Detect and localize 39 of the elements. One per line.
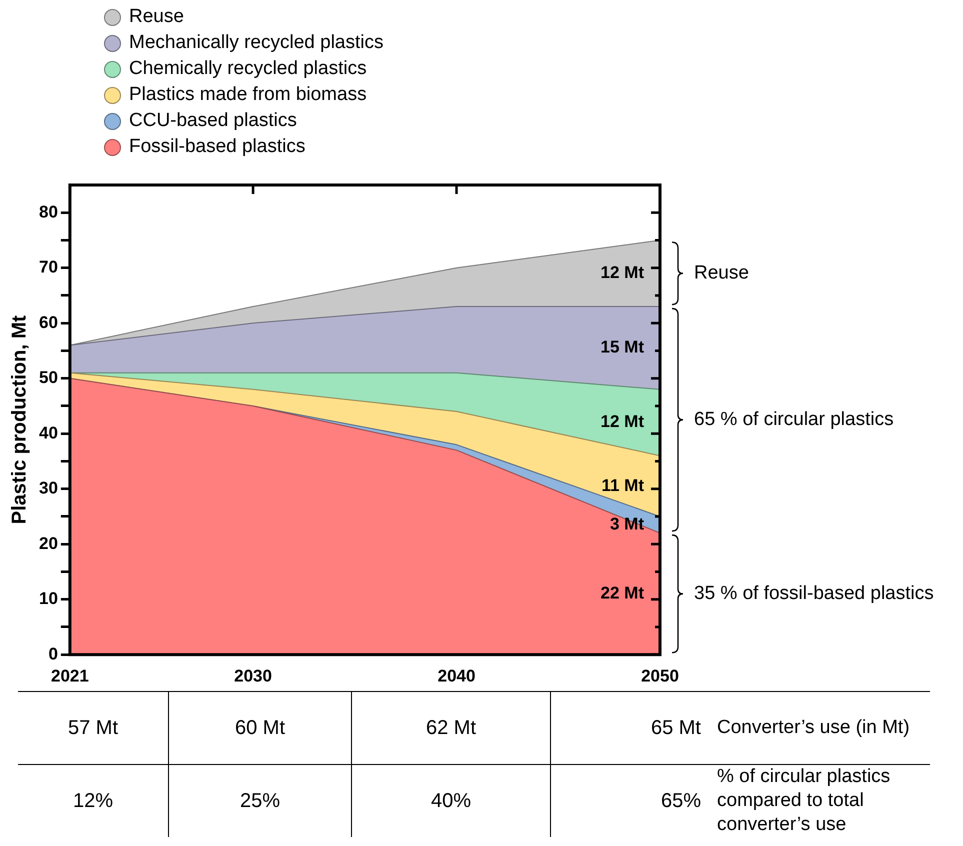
text: 57 Mt	[18, 692, 168, 764]
y-tick-label: 60	[38, 312, 58, 332]
x-tick-label: 2040	[438, 666, 476, 686]
legend-label: CCU-based plastics	[129, 109, 297, 133]
x-tick-label: 2050	[641, 666, 679, 686]
y-tick-label: 40	[38, 423, 58, 442]
data-label: 15 Mt	[600, 338, 644, 357]
y-tick-label: 10	[38, 589, 58, 608]
x-tick-label: 2030	[234, 666, 272, 686]
y-tick-label: 80	[38, 202, 58, 222]
legend-label: Plastics made from biomass	[129, 83, 367, 107]
y-axis-title: Plastic production, Mt	[8, 315, 31, 524]
x-tick-label: 2021	[50, 666, 89, 686]
text: Reuse	[694, 262, 749, 284]
text: 65 Mt	[550, 692, 703, 764]
text: % of circular plastics compared to total converter’s use	[716, 765, 892, 837]
legend-label: Chemically recycled plastics	[129, 57, 367, 81]
y-tick-label: 0	[48, 644, 58, 664]
y-tick-label: 70	[38, 258, 58, 277]
text: 60 Mt	[168, 692, 352, 764]
text: 65%	[550, 764, 703, 837]
data-label: 12 Mt	[600, 412, 644, 432]
data-label: 3 Mt	[610, 514, 644, 534]
text: 40%	[352, 764, 550, 837]
text: 62 Mt	[352, 692, 550, 764]
legend-label: Reuse	[129, 5, 184, 29]
legend-label: Mechanically recycled plastics	[129, 31, 384, 55]
data-label: 22 Mt	[600, 584, 644, 603]
legend-label: Fossil-based plastics	[129, 135, 306, 159]
text: 65 % of circular plastics	[694, 409, 894, 430]
data-label: 11 Mt	[601, 476, 644, 495]
y-tick-label: 30	[38, 478, 58, 498]
y-tick-label: 20	[38, 534, 58, 553]
text: 25%	[168, 764, 352, 837]
text: 12%	[72, 788, 114, 814]
y-tick-label: 50	[38, 368, 58, 388]
text: 35 % of fossil-based plastics	[694, 583, 934, 604]
data-label: 12 Mt	[600, 263, 644, 282]
text: Converter’s use (in Mt)	[703, 692, 930, 764]
